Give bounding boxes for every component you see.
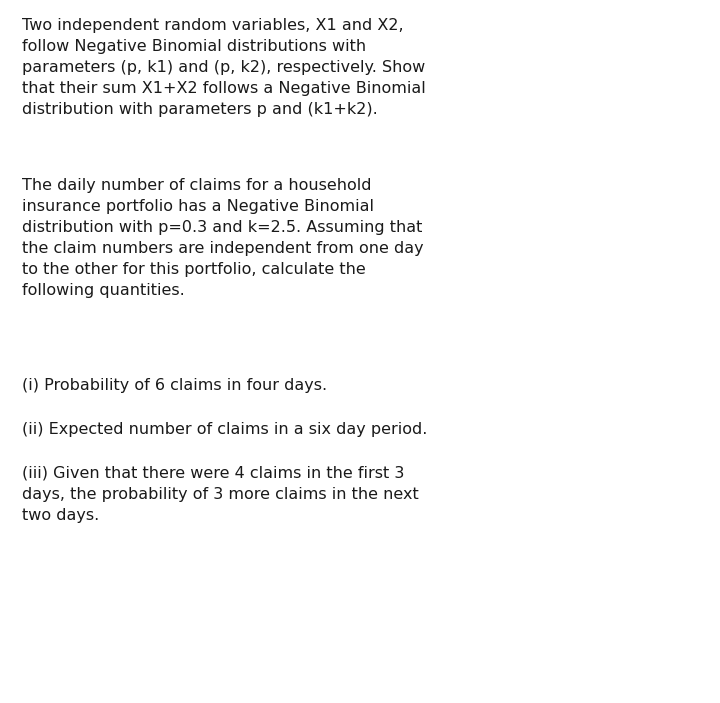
Text: (ii) Expected number of claims in a six day period.: (ii) Expected number of claims in a six … bbox=[22, 422, 428, 437]
Text: (iii) Given that there were 4 claims in the first 3
days, the probability of 3 m: (iii) Given that there were 4 claims in … bbox=[22, 466, 419, 523]
Text: The daily number of claims for a household
insurance portfolio has a Negative Bi: The daily number of claims for a househo… bbox=[22, 178, 423, 298]
Text: (i) Probability of 6 claims in four days.: (i) Probability of 6 claims in four days… bbox=[22, 378, 327, 393]
Text: Two independent random variables, X1 and X2,
follow Negative Binomial distributi: Two independent random variables, X1 and… bbox=[22, 18, 426, 117]
